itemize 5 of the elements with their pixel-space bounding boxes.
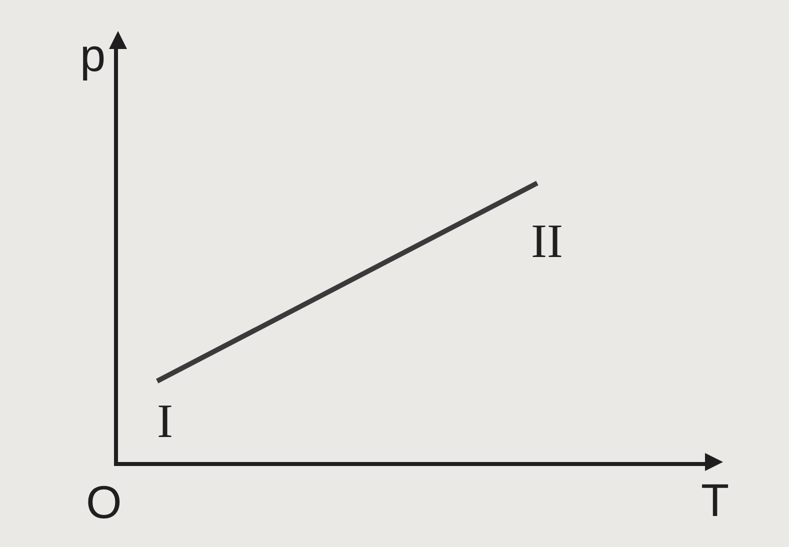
annotation: II xyxy=(531,215,563,268)
y-axis-title: p xyxy=(80,29,106,81)
annotation: I xyxy=(157,395,173,448)
x-axis-title: T xyxy=(701,474,730,526)
text: O xyxy=(86,476,122,528)
